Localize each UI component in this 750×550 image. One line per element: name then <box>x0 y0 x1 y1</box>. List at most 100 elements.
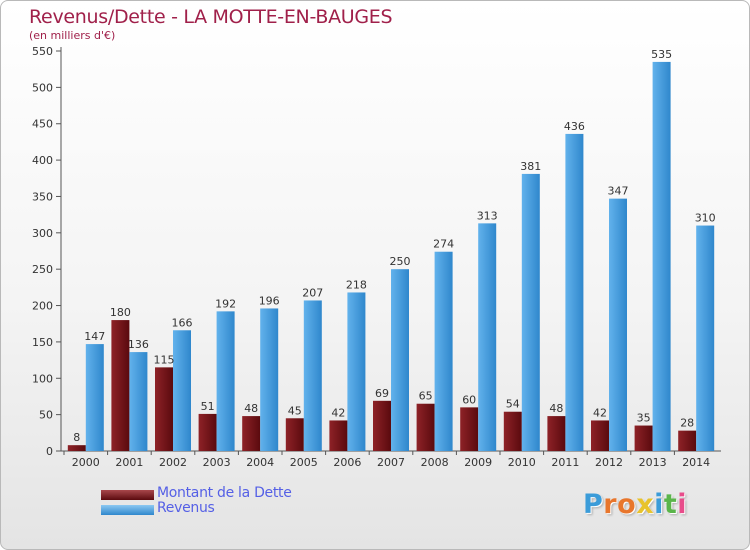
x-tick-label: 2008 <box>421 456 449 469</box>
label-dette-2005: 45 <box>288 404 302 417</box>
label-revenus-2006: 218 <box>346 278 367 291</box>
bars <box>67 61 715 452</box>
label-revenus-2011: 436 <box>564 120 585 133</box>
logo-letter: x <box>636 489 655 520</box>
bar-revenus-2004 <box>260 308 279 451</box>
label-revenus-2012: 347 <box>608 185 629 198</box>
x-tick-label: 2005 <box>290 456 318 469</box>
bar-revenus-2001 <box>129 352 148 451</box>
label-dette-2003: 51 <box>201 400 215 413</box>
x-tick-label: 2001 <box>115 456 143 469</box>
bar-revenus-2010 <box>521 173 540 451</box>
logo-letter: P <box>583 489 604 520</box>
x-tick-label: 2012 <box>595 456 623 469</box>
label-dette-2010: 54 <box>506 398 520 411</box>
logo-letter: t <box>663 489 678 520</box>
logo-letter: i <box>654 489 664 520</box>
bar-labels: 8 147 180 136 115 166 51 192 48 196 45 207 42 218 69 25… <box>73 48 715 444</box>
label-revenus-2000: 147 <box>84 330 105 343</box>
label-dette-2011: 48 <box>549 402 563 415</box>
label-revenus-2009: 313 <box>477 209 498 222</box>
x-tick-label: 2003 <box>203 456 231 469</box>
label-revenus-2007: 250 <box>390 255 411 268</box>
x-tick-label: 2006 <box>333 456 361 469</box>
bar-dette-2014 <box>678 430 697 451</box>
bar-revenus-2000 <box>85 344 104 451</box>
bar-dette-2008 <box>416 403 435 451</box>
logo-letter: o <box>617 489 637 520</box>
y-tick-label: 500 <box>32 81 53 94</box>
y-tick-label: 350 <box>32 190 53 203</box>
x-tick-label: 2009 <box>464 456 492 469</box>
bar-revenus-2002 <box>173 330 191 451</box>
y-tick-label: 0 <box>46 445 53 458</box>
y-tick-label: 300 <box>32 227 53 240</box>
bar-dette-2013 <box>634 425 653 451</box>
chart-title: Revenus/Dette - LA MOTTE-EN-BAUGES <box>29 6 393 28</box>
label-revenus-2001: 136 <box>128 338 149 351</box>
bar-dette-2012 <box>591 420 609 451</box>
y-tick-label: 550 <box>32 45 53 58</box>
bar-dette-2011 <box>547 416 566 451</box>
x-tick-label: 2013 <box>639 456 667 469</box>
bar-dette-2003 <box>198 413 217 451</box>
x-tick-label: 2014 <box>682 456 710 469</box>
logo-letter: r <box>603 489 618 520</box>
bar-dette-2010 <box>503 411 522 451</box>
bar-revenus-2006 <box>347 292 366 451</box>
proxiti-logo: Proxiti <box>583 489 687 520</box>
label-revenus-2014: 310 <box>695 212 716 225</box>
label-dette-2012: 42 <box>593 406 607 419</box>
label-revenus-2010: 381 <box>520 160 541 173</box>
label-revenus-2004: 196 <box>259 294 280 307</box>
bar-dette-2006 <box>329 420 348 451</box>
label-revenus-2008: 274 <box>433 238 454 251</box>
label-revenus-2013: 535 <box>651 48 672 61</box>
x-axis: 2000 2001 2002 2003 2004 2005 2006 2007 2008 2009… <box>61 450 721 469</box>
x-tick-label: 2002 <box>159 456 187 469</box>
y-tick-label: 150 <box>32 336 53 349</box>
x-tick-label: 2004 <box>246 456 274 469</box>
label-revenus-2005: 207 <box>302 286 323 299</box>
bar-revenus-2008 <box>434 251 453 451</box>
bar-dette-2007 <box>373 400 391 451</box>
label-dette-2009: 60 <box>462 393 476 406</box>
bar-revenus-2014 <box>696 225 715 451</box>
legend-label-revenus: Revenus <box>157 500 215 516</box>
y-tick-label: 100 <box>32 372 53 385</box>
label-dette-2014: 28 <box>680 417 694 430</box>
label-dette-2013: 35 <box>637 412 651 425</box>
label-dette-2006: 42 <box>331 406 345 419</box>
bar-revenus-2005 <box>303 300 322 451</box>
bar-revenus-2007 <box>391 269 409 451</box>
bar-revenus-2011 <box>565 133 584 451</box>
label-dette-2008: 65 <box>419 390 433 403</box>
x-tick-label: 2007 <box>377 456 405 469</box>
x-tick-label: 2010 <box>508 456 536 469</box>
label-dette-2004: 48 <box>244 402 258 415</box>
label-dette-2007: 69 <box>375 387 389 400</box>
y-tick-label: 450 <box>32 118 53 131</box>
legend-label-dette: Montant de la Dette <box>157 485 292 501</box>
label-revenus-2003: 192 <box>215 297 236 310</box>
bar-revenus-2009 <box>478 223 497 451</box>
x-tick-label: 2011 <box>551 456 579 469</box>
y-tick-label: 250 <box>32 263 53 276</box>
bar-revenus-2003 <box>216 311 235 451</box>
bar-dette-2009 <box>460 407 479 451</box>
bar-dette-2002 <box>155 367 173 451</box>
y-tick-label: 50 <box>39 409 53 422</box>
bar-dette-2005 <box>285 418 304 451</box>
x-tick-label: 2000 <box>72 456 100 469</box>
chart-subtitle: (en milliers d'€) <box>29 29 116 42</box>
y-tick-label: 400 <box>32 154 53 167</box>
legend-swatch-revenus <box>101 505 154 515</box>
bar-revenus-2013 <box>652 61 671 452</box>
logo-letter: i <box>677 489 688 520</box>
legend-swatch-dette <box>101 490 154 500</box>
bar-dette-2000 <box>67 445 86 451</box>
y-tick-label: 200 <box>32 300 53 313</box>
label-dette-2001: 180 <box>110 306 131 319</box>
